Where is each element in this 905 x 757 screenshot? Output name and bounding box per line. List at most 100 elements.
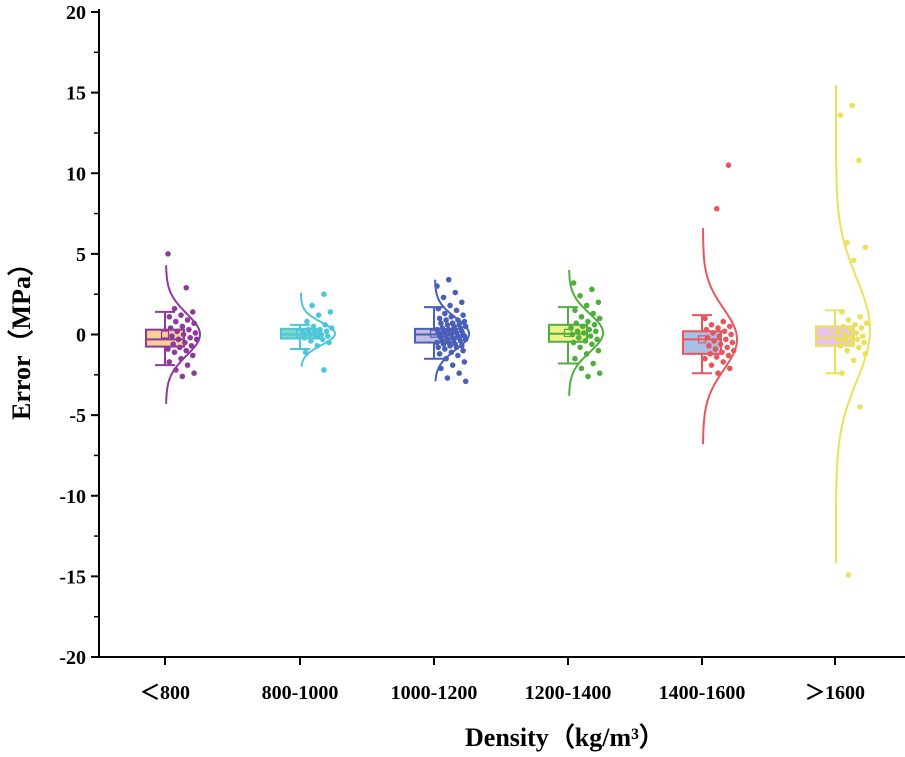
data-point [192, 330, 199, 336]
data-point [725, 162, 732, 168]
data-point [319, 336, 326, 343]
data-point [440, 294, 447, 301]
data-point [837, 112, 844, 118]
data-point [570, 339, 577, 346]
data-point [452, 289, 459, 296]
data-point [839, 309, 845, 315]
box-mean-marker [160, 330, 170, 339]
series-group [548, 270, 605, 396]
data-point [841, 331, 848, 338]
data-point [582, 338, 589, 344]
data-point [189, 352, 196, 359]
density-curve [568, 270, 605, 396]
data-point [703, 326, 710, 333]
axes: -20 -15 -10 -5 0 5 10 15 20 ＜800 800-1000 1000-1200… [59, 2, 905, 704]
data-point [836, 336, 843, 343]
data-point [189, 309, 196, 315]
data-point [568, 325, 574, 331]
y-tick-label: 15 [66, 83, 86, 105]
data-point [436, 315, 443, 322]
data-point [852, 322, 858, 328]
data-point [721, 328, 728, 335]
data-point [846, 326, 853, 333]
data-point [442, 310, 448, 317]
data-point [591, 322, 598, 328]
data-point [596, 370, 603, 377]
y-tick-label: 20 [66, 2, 86, 24]
data-point [573, 320, 580, 327]
data-point [179, 373, 186, 380]
data-point [184, 317, 191, 323]
density-curve [300, 292, 336, 367]
x-tick-label: 1200-1400 [525, 682, 612, 704]
data-point [720, 359, 727, 365]
data-point [723, 336, 729, 343]
data-point [311, 328, 318, 335]
data-point [844, 347, 850, 354]
data-point [856, 344, 862, 351]
data-point [720, 318, 727, 325]
data-point [585, 373, 591, 380]
data-point [300, 330, 306, 336]
data-point [318, 331, 325, 338]
data-point [440, 341, 447, 347]
data-point [594, 336, 600, 343]
data-point [184, 362, 191, 368]
data-point [837, 342, 844, 349]
data-point [182, 339, 188, 346]
x-tick-label: 1000-1200 [391, 682, 478, 704]
data-point [436, 351, 443, 357]
data-point [839, 370, 845, 377]
series-group [280, 291, 336, 373]
data-point [704, 334, 711, 341]
data-point [169, 333, 175, 339]
data-point [309, 302, 315, 309]
data-point [461, 359, 468, 365]
data-point [715, 325, 721, 331]
data-point [167, 325, 174, 331]
data-point [188, 342, 195, 349]
data-point [305, 326, 312, 333]
y-tick-label: 5 [76, 244, 86, 266]
data-point [455, 352, 461, 359]
chart-marks [145, 84, 872, 578]
data-point [708, 322, 715, 328]
data-point [577, 344, 583, 351]
data-point [729, 339, 736, 346]
data-point [707, 351, 714, 357]
data-point [857, 313, 863, 320]
x-tick-label: ＞1600 [805, 682, 865, 704]
data-point [717, 341, 724, 347]
data-point [301, 334, 308, 341]
data-point [850, 357, 857, 364]
data-point [849, 341, 856, 347]
data-point [445, 276, 452, 283]
data-point [456, 370, 462, 377]
data-point [451, 336, 457, 343]
data-point [845, 571, 852, 578]
data-point [447, 302, 453, 309]
data-point [840, 323, 847, 330]
data-point [438, 320, 444, 327]
data-point [583, 302, 590, 309]
data-point [165, 251, 171, 257]
data-point [589, 341, 595, 347]
data-point [858, 325, 865, 331]
data-point [176, 344, 183, 351]
data-point [712, 346, 719, 352]
y-tick-label: -10 [59, 486, 86, 508]
data-point [848, 334, 854, 341]
data-point [183, 347, 190, 354]
y-tick-label: 10 [66, 163, 86, 185]
series-group [815, 84, 872, 578]
data-point [460, 347, 466, 354]
data-point [442, 346, 448, 352]
data-point [711, 338, 717, 344]
x-tick-label: 800-1000 [262, 682, 339, 704]
density-curve [434, 279, 470, 382]
data-point [592, 328, 599, 335]
data-point [853, 330, 860, 336]
data-point [577, 293, 583, 299]
